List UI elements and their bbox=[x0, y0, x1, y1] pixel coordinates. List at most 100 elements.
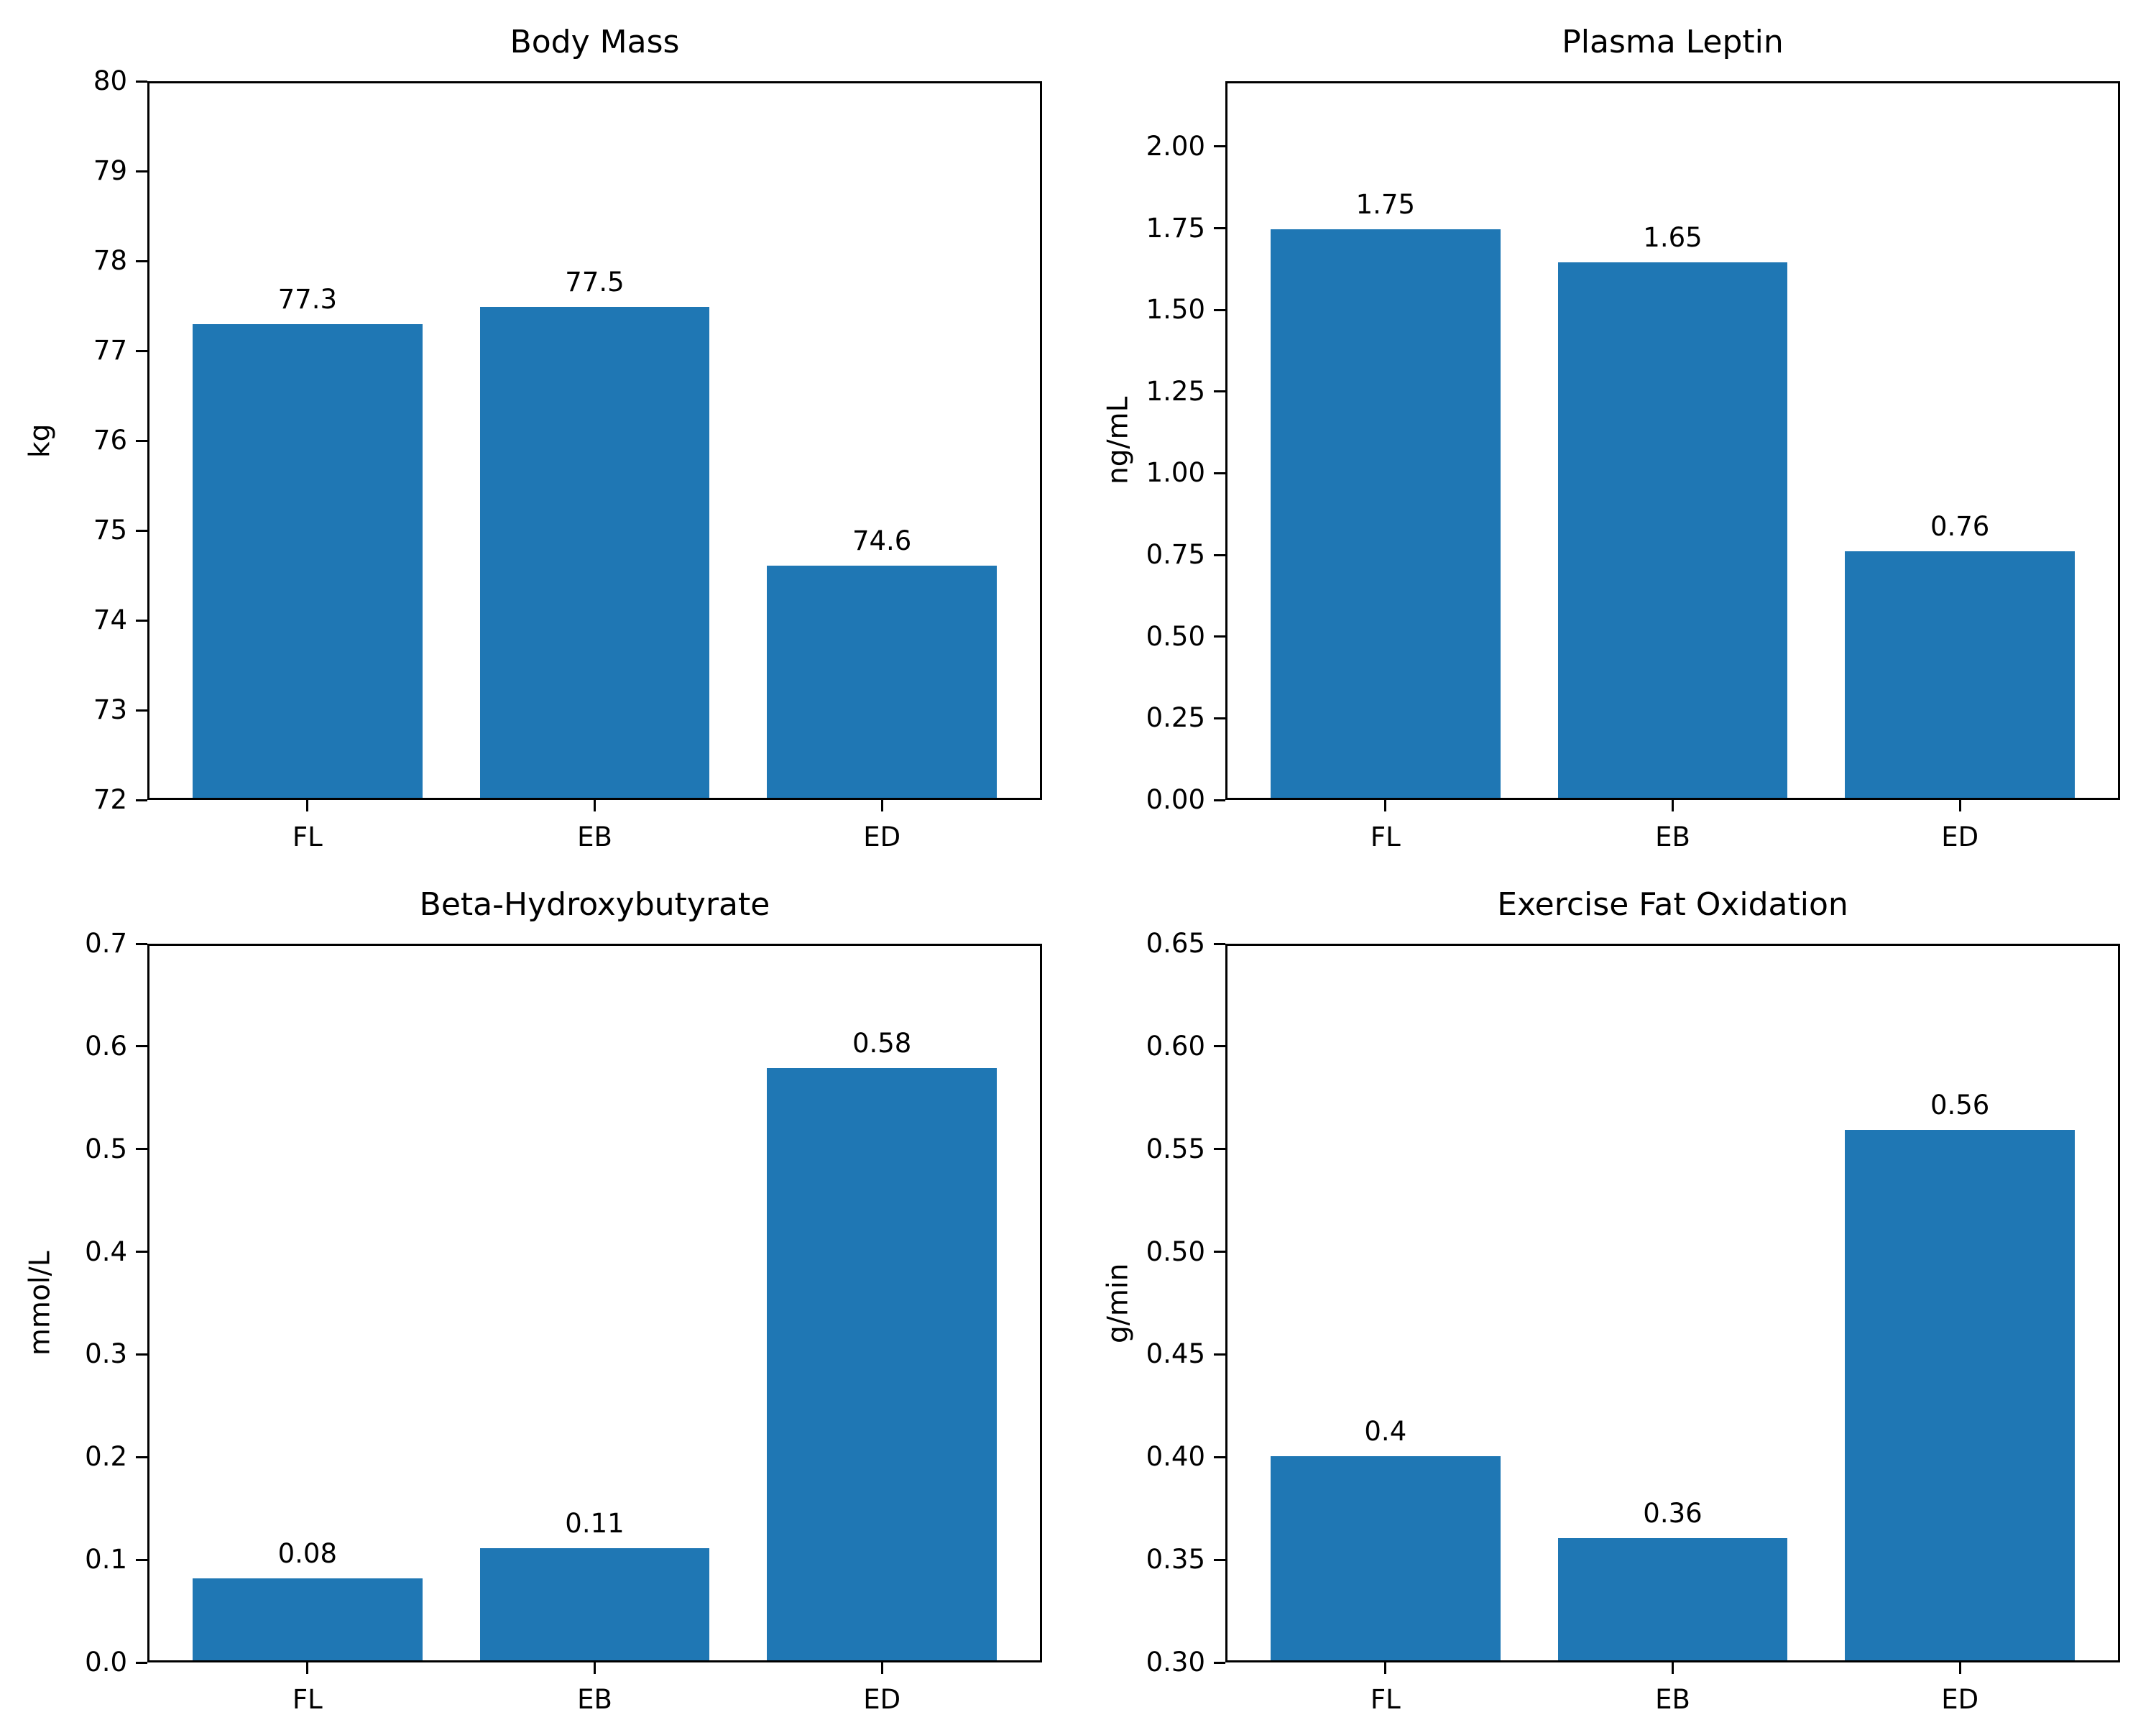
y-tick-label: 0.50 bbox=[1146, 1236, 1205, 1267]
y-tick-mark bbox=[1214, 1045, 1225, 1048]
x-tick-label: ED bbox=[863, 822, 901, 852]
y-tick-mark bbox=[1214, 472, 1225, 474]
y-tick-label: 72 bbox=[93, 784, 127, 815]
y-tick-label: 0.35 bbox=[1146, 1544, 1205, 1576]
bar-value-label: 0.4 bbox=[1364, 1416, 1407, 1447]
chart-title: Plasma Leptin bbox=[1562, 24, 1784, 60]
x-tick-mark bbox=[1958, 1662, 1961, 1674]
y-tick-label: 75 bbox=[93, 515, 127, 546]
y-tick-label: 0.3 bbox=[85, 1338, 127, 1370]
bar-value-label: 0.58 bbox=[852, 1028, 912, 1059]
x-tick-label: FL bbox=[1370, 1684, 1401, 1715]
y-tick-mark bbox=[136, 1353, 147, 1356]
y-tick-label: 0.6 bbox=[85, 1030, 127, 1062]
x-tick-mark bbox=[594, 800, 596, 811]
chart-title: Body Mass bbox=[510, 24, 680, 60]
y-tick-mark bbox=[1214, 1455, 1225, 1458]
y-tick-mark bbox=[136, 1148, 147, 1151]
y-tick-mark bbox=[136, 259, 147, 262]
y-tick-label: 80 bbox=[93, 65, 127, 96]
bar-ED bbox=[767, 1068, 998, 1660]
bar-ED bbox=[1845, 551, 2076, 798]
y-tick-mark bbox=[1214, 799, 1225, 801]
chart-title: Beta-Hydroxybutyrate bbox=[419, 886, 770, 923]
x-tick-label: EB bbox=[1655, 822, 1690, 852]
x-tick-label: FL bbox=[292, 1684, 323, 1715]
bar-EB bbox=[1557, 262, 1788, 798]
bar-EB bbox=[1557, 1537, 1788, 1660]
bar-FL bbox=[192, 324, 423, 798]
x-tick-label: EB bbox=[1655, 1684, 1690, 1715]
y-tick-label: 0.75 bbox=[1146, 539, 1205, 571]
y-tick-label: 0.0 bbox=[85, 1647, 127, 1678]
subplot-beta-hydroxybutyrate: Beta-Hydroxybutyrate mmol/L 0.08 0.11 0.58… bbox=[0, 862, 1078, 1725]
y-tick-label: 76 bbox=[93, 425, 127, 456]
y-tick-mark bbox=[1214, 1148, 1225, 1151]
y-axis-label: ng/mL bbox=[1102, 396, 1135, 485]
plot-area: 0.08 0.11 0.58 bbox=[147, 944, 1042, 1662]
y-tick-mark bbox=[136, 439, 147, 442]
bar-value-label: 0.11 bbox=[565, 1507, 625, 1539]
y-tick-mark bbox=[136, 619, 147, 622]
y-tick-label: 0.00 bbox=[1146, 784, 1205, 815]
y-tick-label: 0.60 bbox=[1146, 1030, 1205, 1062]
x-tick-mark bbox=[1672, 1662, 1674, 1674]
y-tick-label: 74 bbox=[93, 604, 127, 635]
y-tick-mark bbox=[1214, 390, 1225, 393]
bar-FL bbox=[1270, 1456, 1501, 1660]
bar-value-label: 1.75 bbox=[1355, 189, 1415, 221]
x-tick-label: EB bbox=[577, 822, 612, 852]
y-tick-label: 0.25 bbox=[1146, 702, 1205, 734]
y-tick-label: 0.30 bbox=[1146, 1647, 1205, 1678]
y-tick-mark bbox=[1214, 1353, 1225, 1356]
bar-value-label: 77.5 bbox=[565, 266, 625, 298]
bar-EB bbox=[479, 1547, 710, 1660]
x-tick-label: ED bbox=[1941, 1684, 1979, 1715]
x-tick-label: FL bbox=[292, 822, 323, 852]
y-tick-mark bbox=[136, 1045, 147, 1048]
x-tick-mark bbox=[306, 800, 309, 811]
y-tick-mark bbox=[136, 170, 147, 172]
y-tick-mark bbox=[1214, 553, 1225, 556]
y-tick-label: 0.4 bbox=[85, 1236, 127, 1267]
y-tick-label: 0.40 bbox=[1146, 1441, 1205, 1473]
y-tick-mark bbox=[1214, 717, 1225, 719]
bar-value-label: 0.76 bbox=[1930, 510, 1990, 542]
y-tick-mark bbox=[136, 349, 147, 352]
y-tick-mark bbox=[1214, 942, 1225, 945]
bar-value-label: 0.56 bbox=[1930, 1089, 1990, 1121]
y-tick-mark bbox=[1214, 308, 1225, 311]
bar-FL bbox=[192, 1578, 423, 1660]
plot-area: 1.75 1.65 0.76 bbox=[1225, 81, 2120, 800]
y-tick-label: 78 bbox=[93, 245, 127, 276]
x-tick-mark bbox=[880, 800, 883, 811]
y-tick-mark bbox=[136, 529, 147, 532]
bar-value-label: 74.6 bbox=[852, 525, 912, 556]
y-tick-mark bbox=[1214, 227, 1225, 230]
y-tick-label: 0.45 bbox=[1146, 1338, 1205, 1370]
bar-ED bbox=[767, 565, 998, 798]
x-tick-mark bbox=[880, 1662, 883, 1674]
bar-FL bbox=[1270, 229, 1501, 798]
y-tick-label: 0.65 bbox=[1146, 928, 1205, 959]
y-tick-label: 0.50 bbox=[1146, 620, 1205, 652]
y-tick-mark bbox=[136, 799, 147, 801]
x-tick-label: EB bbox=[577, 1684, 612, 1715]
bar-value-label: 1.65 bbox=[1643, 221, 1703, 253]
y-tick-label: 1.50 bbox=[1146, 294, 1205, 326]
x-tick-mark bbox=[1384, 800, 1387, 811]
y-tick-mark bbox=[136, 1661, 147, 1664]
plot-area: 0.4 0.36 0.56 bbox=[1225, 944, 2120, 1662]
y-tick-label: 0.1 bbox=[85, 1544, 127, 1576]
y-tick-mark bbox=[1214, 1251, 1225, 1254]
y-tick-mark bbox=[136, 1251, 147, 1254]
subplot-exercise-fat-oxidation: Exercise Fat Oxidation g/min 0.4 0.36 0.56… bbox=[1078, 862, 2156, 1725]
x-tick-mark bbox=[1672, 800, 1674, 811]
y-tick-label: 79 bbox=[93, 155, 127, 186]
bar-ED bbox=[1845, 1129, 2076, 1660]
y-tick-mark bbox=[1214, 1558, 1225, 1561]
x-tick-mark bbox=[594, 1662, 596, 1674]
x-tick-label: ED bbox=[1941, 822, 1979, 852]
chart-title: Exercise Fat Oxidation bbox=[1497, 886, 1848, 923]
